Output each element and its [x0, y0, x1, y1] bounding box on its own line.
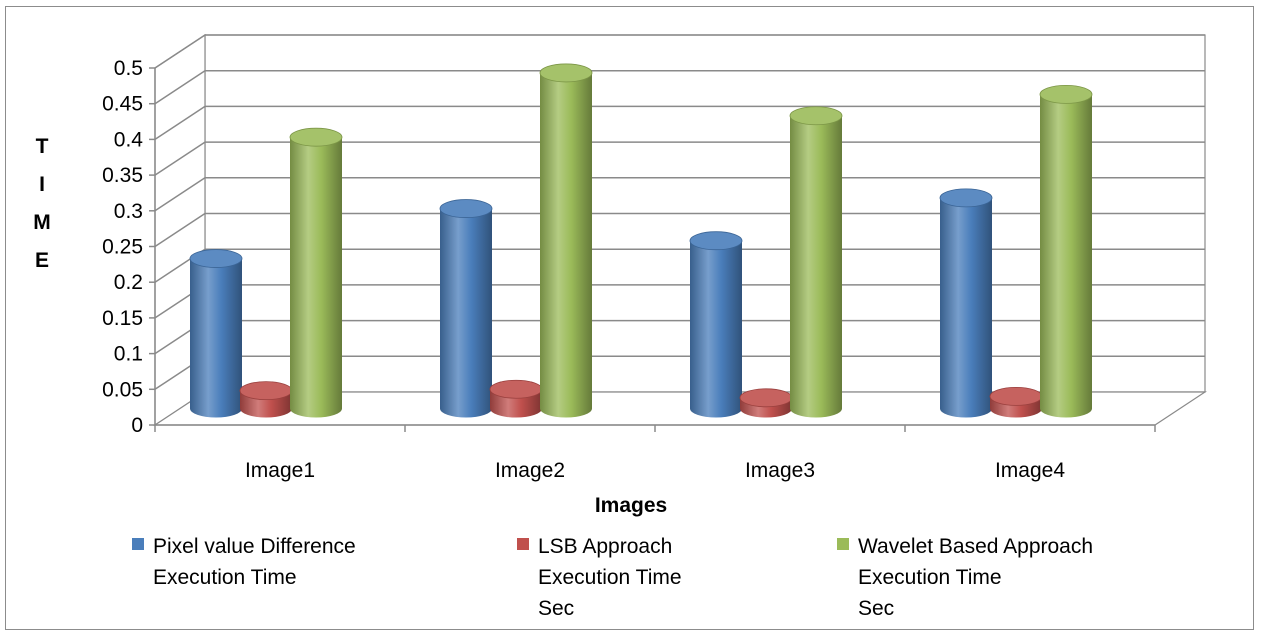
- y-tick-label: 0.45: [102, 93, 143, 116]
- gridline: [154, 177, 1205, 212]
- bar-top: [189, 249, 243, 268]
- legend-label-line: Sec: [538, 597, 574, 620]
- bar-image2-series-3: [539, 63, 593, 418]
- bar-body: [440, 208, 492, 418]
- gridline: [154, 105, 1205, 141]
- bar-body: [540, 72, 592, 418]
- x-axis-label: Images: [595, 494, 667, 517]
- y-tick-labels: 0 0.05 0.1 0.15 0.2 0.25 0.3 0.35 0.4 0.45 0.5: [102, 57, 143, 437]
- bar-body: [790, 115, 842, 418]
- bar-top: [439, 199, 493, 218]
- legend-item-3: Wavelet Based Approach Execution Time Sec: [837, 535, 1093, 620]
- legend-item-2: LSB Approach Execution Time Sec: [517, 535, 682, 620]
- bar-image3-series-1: [689, 231, 743, 418]
- bar-image1-series-3: [289, 127, 343, 418]
- bar-top: [1039, 84, 1093, 104]
- x-tick-label: Image4: [995, 459, 1065, 482]
- bar-image1-series-1: [189, 249, 243, 418]
- bar-image4-series-1: [939, 188, 993, 418]
- bar-image4-series-2: [989, 386, 1043, 418]
- bar-image4-series-3: [1039, 84, 1093, 418]
- bar-top: [289, 127, 343, 147]
- y-tick-label: 0.4: [114, 128, 144, 151]
- bar-top: [539, 63, 593, 83]
- y-tick-label: 0: [131, 414, 143, 437]
- x-tick-label: Image1: [245, 459, 315, 482]
- bar-body: [290, 137, 342, 418]
- bar-image2-series-2: [489, 379, 543, 418]
- bar-image1-series-2: [239, 381, 293, 418]
- legend-swatch: [132, 538, 144, 550]
- axes: [149, 67, 1156, 432]
- x-tick-labels: Image1 Image2 Image3 Image4: [245, 459, 1065, 482]
- y-tick-label: 0.3: [114, 200, 143, 223]
- legend-label-line: Execution Time: [858, 566, 1002, 589]
- y-tick-label: 0.15: [102, 307, 143, 330]
- gridline: [154, 69, 1205, 105]
- bar-body: [1040, 94, 1092, 418]
- bar-top: [739, 388, 793, 408]
- bar-body: [190, 258, 242, 418]
- y-tick-label: 0.5: [114, 57, 143, 80]
- bar-top: [989, 386, 1043, 406]
- bar-top: [789, 106, 843, 126]
- bars: [189, 63, 1093, 418]
- legend-label-line: Wavelet Based Approach: [858, 535, 1093, 558]
- legend-label-line: Execution Time: [538, 566, 682, 589]
- y-tick-label: 0.05: [102, 378, 143, 401]
- gridline: [154, 141, 1205, 176]
- legend-item-1: Pixel value Difference Execution Time: [132, 535, 356, 589]
- y-tick-label: 0.35: [102, 164, 143, 187]
- x-tick-label: Image2: [495, 459, 565, 482]
- legend-swatch: [837, 538, 849, 550]
- bar-image3-series-3: [789, 106, 843, 418]
- legend-label-line: LSB Approach: [538, 535, 672, 558]
- gridline: [154, 34, 1205, 69]
- bar-image3-series-2: [739, 388, 793, 418]
- y-tick-label: 0.2: [114, 271, 143, 294]
- y-tick-label: 0.25: [102, 236, 143, 259]
- bar-top: [489, 379, 543, 399]
- bar-top: [939, 188, 993, 208]
- legend-swatch: [517, 538, 529, 550]
- bar-body: [690, 240, 742, 418]
- bar-image2-series-1: [439, 199, 493, 418]
- bar-top: [239, 381, 293, 401]
- legend-label-line: Sec: [858, 597, 894, 620]
- gridline: [154, 212, 1205, 248]
- bar-top: [689, 231, 743, 251]
- legend-label-line: Execution Time: [153, 566, 297, 589]
- gridline: [154, 248, 1205, 283]
- legend-label-line: Pixel value Difference: [153, 535, 356, 558]
- bar-body: [940, 197, 992, 418]
- x-tick-label: Image3: [745, 459, 815, 482]
- y-tick-label: 0.1: [114, 343, 143, 366]
